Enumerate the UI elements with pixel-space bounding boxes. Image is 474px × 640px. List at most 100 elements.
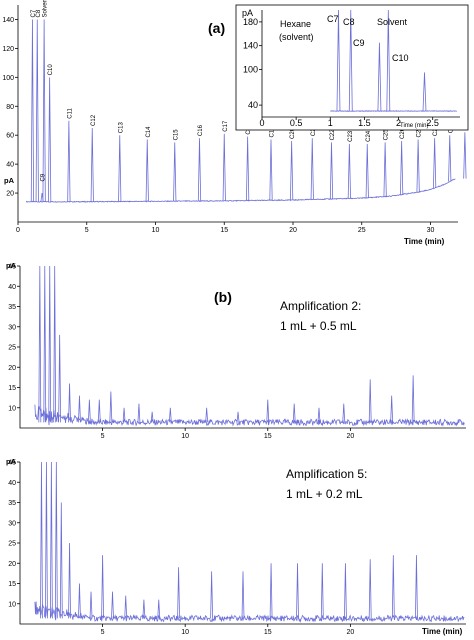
peak-c19	[269, 139, 273, 201]
panel-a-inset: 40 100 140 180 0 0.5 1 1.5 2 2.5 pA Time (min) Hexan…	[235, 4, 469, 131]
ytick-label-b2: 20	[8, 561, 16, 568]
peak-c30	[463, 132, 467, 179]
baseline-trace-a	[25, 178, 456, 203]
amplification-title-b1: Amplification 2:	[280, 299, 361, 313]
xtick-label-b1: 5	[101, 433, 105, 440]
peak-b1	[292, 403, 296, 423]
ytick-label-b2: 10	[8, 601, 16, 608]
peak-label: C23	[348, 130, 354, 142]
peak-label: C25	[384, 129, 390, 141]
peak-b1	[411, 375, 415, 423]
peak-b1	[122, 407, 126, 423]
xtick-label-a: 30	[427, 227, 435, 234]
inset-label-c7: C7	[327, 14, 339, 24]
xtick-label-b1: 15	[264, 433, 272, 440]
peak-label: C13	[118, 122, 124, 134]
ytick-label-b2: 40	[8, 480, 16, 487]
xtick-label-b2: 10	[181, 629, 189, 636]
x-axis-label-b2: Time (min)	[422, 627, 463, 636]
peak-b2	[124, 595, 128, 619]
peak-c7	[30, 19, 35, 202]
peak-b2	[177, 567, 180, 619]
peak-c21	[310, 138, 314, 200]
peak-c9	[40, 193, 44, 202]
ytick-label-a: 120	[2, 46, 14, 53]
peak-b1	[150, 411, 154, 423]
peak-label: C27	[417, 126, 423, 138]
peak-c22	[329, 142, 334, 199]
xtick-label-b1: 10	[181, 433, 189, 440]
peak-c28	[433, 138, 437, 188]
ytick-label-a: 80	[6, 104, 14, 111]
peak-b1	[109, 391, 113, 423]
inset-xtick-label: 1.5	[358, 118, 371, 128]
peak-b1	[317, 407, 321, 423]
peak-b1	[87, 399, 91, 423]
ytick-label-a: 140	[2, 17, 14, 24]
ytick-label-b1: 45	[8, 264, 16, 271]
peak-label: C8	[36, 9, 42, 17]
ytick-label-b1: 15	[8, 385, 16, 392]
peak-b1	[368, 379, 372, 423]
peak-b2	[49, 461, 53, 619]
amplification-volume-b1: 1 mL + 0.5 mL	[280, 319, 357, 333]
peak-b2	[415, 555, 418, 619]
axes-b1	[19, 266, 466, 429]
peak-label: Solvent	[43, 0, 49, 17]
peak-b1	[205, 407, 209, 423]
panel-label-a: (a)	[208, 20, 225, 36]
xtick-label-a: 15	[220, 227, 228, 234]
inset-xtick-label: 0.5	[290, 118, 303, 128]
inset-peak-c8	[348, 9, 353, 112]
peak-b1	[266, 399, 270, 423]
ytick-label-b2: 45	[8, 460, 16, 467]
inset-label-solvent-hexane: (solvent)	[279, 32, 314, 42]
inset-label-solvent: Solvent	[377, 17, 408, 27]
inset-ytick-label: 180	[243, 17, 258, 27]
panel-b-amplification-2: 10 15 20 25 30 35 40 45 5 10 15 20 pA (b) Amplificatio…	[6, 261, 466, 440]
ytick-label-b1: 35	[8, 304, 16, 311]
y-axis-label-b1: pA	[6, 261, 17, 270]
peak-label: C11	[67, 108, 73, 119]
peak-c29	[448, 135, 452, 182]
ytick-label-b1: 40	[8, 284, 16, 291]
peak-c24	[365, 143, 369, 198]
peak-b1	[236, 411, 240, 423]
peak-b2	[78, 583, 81, 619]
peak-b2	[157, 599, 161, 619]
peak-label: C7	[31, 9, 37, 17]
xtick-label-b2: 15	[264, 629, 272, 636]
peak-b1	[390, 395, 394, 423]
peak-b2	[269, 563, 273, 619]
ytick-label-a: 60	[6, 133, 14, 140]
peak-label: C10	[48, 64, 54, 76]
peak-b2	[101, 555, 104, 619]
peak-c11	[67, 120, 71, 202]
inset-ytick-label: 40	[248, 100, 258, 110]
peak-b2	[59, 502, 63, 619]
ytick-label-a: 40	[6, 162, 14, 169]
peak-b2	[368, 559, 372, 619]
panel-b-amplification-5: 10 15 20 25 30 35 40 45 5 10 15 20 pA Time (min) Ampli…	[6, 457, 466, 636]
inset-ytick-label: 100	[243, 64, 258, 74]
peak-b2	[241, 571, 245, 619]
peak-b1	[97, 399, 101, 423]
inset-label-c9: C9	[353, 38, 365, 48]
peak-b1	[38, 265, 42, 423]
peak-b1	[78, 395, 81, 423]
peak-label: C9	[41, 173, 47, 181]
peak-c25	[383, 142, 387, 197]
peak-label: C16	[198, 124, 204, 136]
peak-c16	[197, 138, 202, 202]
inset-peak-c9	[377, 42, 382, 112]
ytick-label-a: 100	[2, 75, 14, 82]
peak-c13	[118, 135, 122, 202]
baseline-trace-b2	[34, 601, 465, 623]
peak-b1	[58, 334, 62, 423]
peak-b2	[296, 563, 299, 619]
peak-b2	[40, 461, 43, 619]
inset-baseline	[330, 110, 457, 112]
inset-xtick-label: 2	[396, 118, 401, 128]
